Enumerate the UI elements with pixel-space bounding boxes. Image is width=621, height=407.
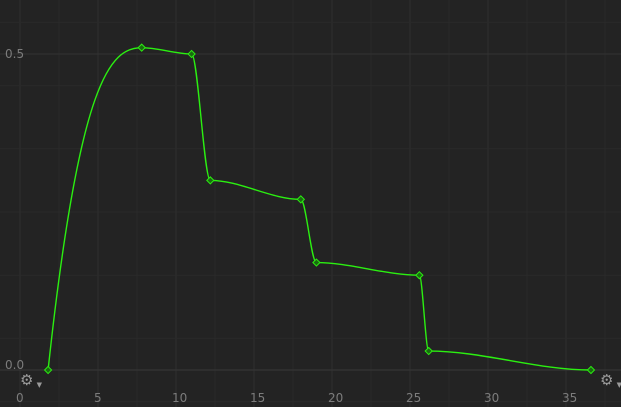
x-tick-label: 0 bbox=[16, 391, 24, 405]
y-label-bottom: 0.0 bbox=[5, 358, 25, 372]
keyframe-point[interactable] bbox=[43, 365, 53, 375]
x-tick-label: 10 bbox=[172, 391, 188, 405]
keyframe-point[interactable] bbox=[586, 365, 596, 375]
keyframe-point[interactable] bbox=[312, 258, 321, 267]
x-tick-label: 20 bbox=[328, 391, 344, 405]
x-tick-label: 25 bbox=[406, 391, 422, 405]
left-settings-gear-icon[interactable]: ⚙ ▼ bbox=[20, 371, 42, 389]
x-tick-label: 15 bbox=[250, 391, 266, 405]
keyframe-point[interactable] bbox=[296, 195, 306, 204]
keyframe-point[interactable] bbox=[424, 346, 433, 356]
right-settings-gear-icon[interactable]: ⚙ ▼ bbox=[600, 371, 621, 389]
x-tick-label: 30 bbox=[484, 391, 500, 405]
keyframe-point[interactable] bbox=[137, 43, 146, 52]
x-tick-label: 5 bbox=[94, 391, 102, 405]
animation-curve[interactable] bbox=[47, 46, 591, 371]
keyframe-point[interactable] bbox=[415, 270, 424, 280]
keyframes[interactable] bbox=[43, 43, 596, 375]
y-label-top: 0.5 bbox=[5, 47, 25, 61]
keyframe-point[interactable] bbox=[187, 49, 196, 59]
keyframe-point[interactable] bbox=[206, 176, 215, 185]
x-tick-label: 35 bbox=[562, 391, 578, 405]
